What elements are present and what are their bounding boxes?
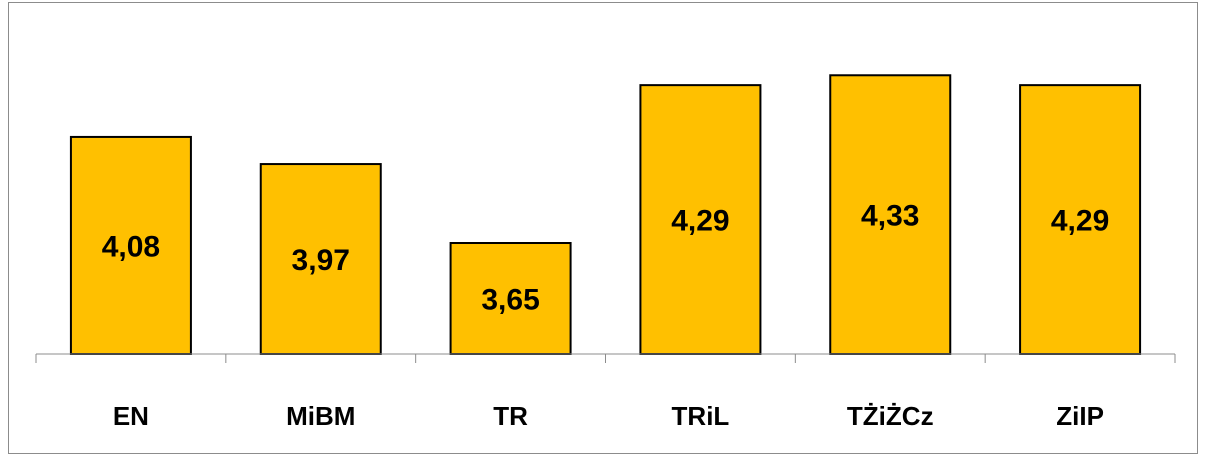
bar-1 [259, 163, 382, 355]
x-tick-label: EN [113, 401, 149, 431]
bar-value-label: 4,29 [671, 205, 729, 238]
labels-layer: 4,08 EN 3,97 MiBM 3,65 TR 4,29 TRiL 4,33 TŻiŻCz 4,… [102, 200, 1110, 431]
x-tick-label: TR [493, 401, 528, 431]
bar-2 [449, 242, 572, 355]
x-tick-label: TŻiŻCz [847, 401, 934, 431]
x-tick-label: TRiL [672, 401, 730, 431]
bar-4 [829, 74, 952, 356]
bar-value-label: 4,33 [861, 200, 919, 233]
bar-value-label: 4,29 [1051, 205, 1109, 238]
bars-layer [69, 74, 1142, 356]
bar-value-label: 4,08 [102, 230, 160, 263]
x-axis [35, 353, 1176, 363]
x-tick-label: MiBM [286, 401, 355, 431]
bar-0 [69, 135, 192, 355]
chart-frame [8, 2, 1198, 454]
bar-value-label: 3,97 [292, 244, 350, 277]
bar-3 [639, 84, 762, 355]
bar-value-label: 3,65 [481, 284, 539, 317]
x-tick-label: ZiIP [1056, 401, 1104, 431]
